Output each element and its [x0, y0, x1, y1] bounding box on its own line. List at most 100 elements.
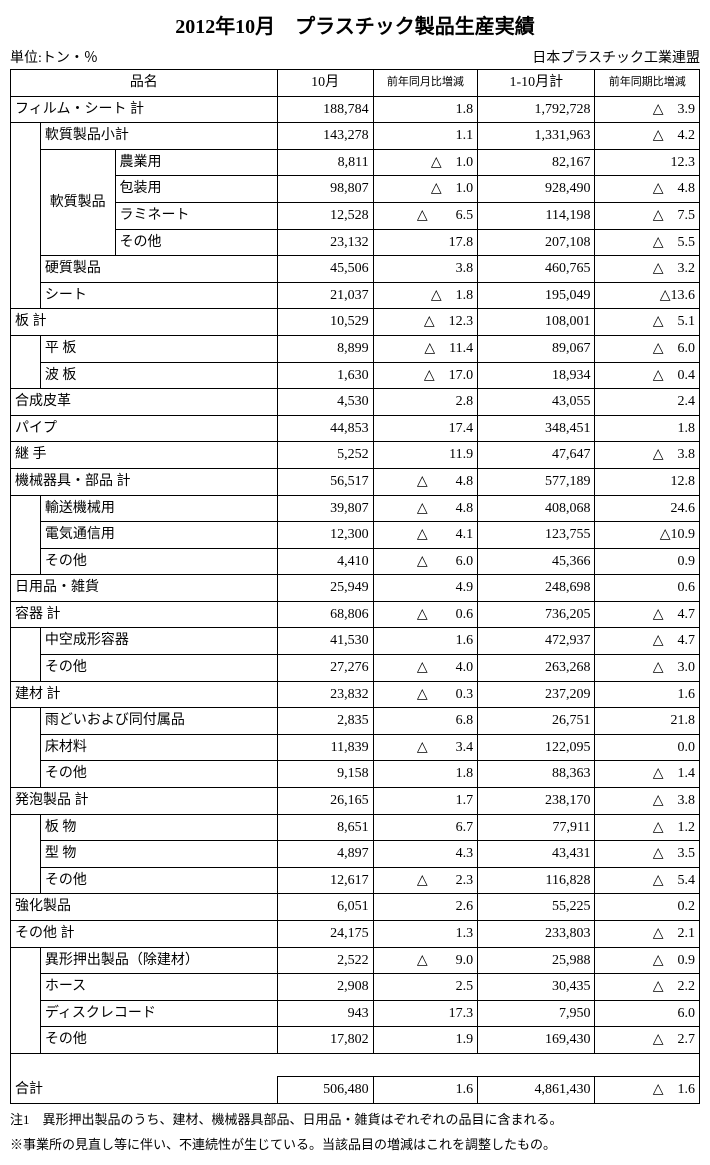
- cell-d: 0.6: [595, 575, 700, 602]
- cell-c: 736,205: [478, 601, 595, 628]
- row-name: 包装用: [115, 176, 277, 203]
- cell-c: 123,755: [478, 522, 595, 549]
- cell-c: 248,698: [478, 575, 595, 602]
- cell-a: 11,839: [277, 734, 373, 761]
- cell-c: 238,170: [478, 788, 595, 815]
- total-name: 合計: [11, 1076, 278, 1103]
- cell-a: 1,630: [277, 362, 373, 389]
- cell-b: △ 9.0: [373, 947, 478, 974]
- cell-a: 6,051: [277, 894, 373, 921]
- cell-b: △ 4.8: [373, 468, 478, 495]
- table-row: 機械器具・部品 計56,517△ 4.8577,18912.8: [11, 468, 700, 495]
- cell-a: 188,784: [277, 96, 373, 123]
- cell-c: 18,934: [478, 362, 595, 389]
- row-name: 機械器具・部品 計: [11, 468, 278, 495]
- cell-d: △ 2.1: [595, 921, 700, 948]
- cell-c: 348,451: [478, 415, 595, 442]
- spacer-row: [11, 1053, 700, 1076]
- cell-d: △ 3.0: [595, 655, 700, 682]
- table-row: 中空成形容器41,5301.6472,937△ 4.7: [11, 628, 700, 655]
- cell-a: 21,037: [277, 282, 373, 309]
- vertical-group-label: 軟質製品: [40, 149, 115, 255]
- table-row: その他9,1581.888,363△ 1.4: [11, 761, 700, 788]
- table-row: ホース2,9082.530,435△ 2.2: [11, 974, 700, 1001]
- cell-b: △ 2.3: [373, 867, 478, 894]
- cell-c: 237,209: [478, 681, 595, 708]
- table-row: シート21,037△ 1.8195,049△13.6: [11, 282, 700, 309]
- table-row: その他17,8021.9169,430△ 2.7: [11, 1027, 700, 1054]
- cell-d: 1.8: [595, 415, 700, 442]
- table-row: 日用品・雑貨25,9494.9248,6980.6: [11, 575, 700, 602]
- cell-d: 12.8: [595, 468, 700, 495]
- row-name: その他 計: [11, 921, 278, 948]
- unit-label: 単位:トン・％: [10, 47, 98, 67]
- cell-b: 1.9: [373, 1027, 478, 1054]
- cell-c: 460,765: [478, 256, 595, 283]
- row-name: その他: [40, 867, 277, 894]
- cell-c: 45,366: [478, 548, 595, 575]
- indent-cell: [11, 841, 41, 868]
- cell-a: 5,252: [277, 442, 373, 469]
- cell-d: △ 1.4: [595, 761, 700, 788]
- cell-c: 47,647: [478, 442, 595, 469]
- cell-c: 1,792,728: [478, 96, 595, 123]
- table-row: 板 物8,6516.777,911△ 1.2: [11, 814, 700, 841]
- cell-d: 0.2: [595, 894, 700, 921]
- row-name: ホース: [40, 974, 277, 1001]
- cell-a: 8,899: [277, 335, 373, 362]
- cell-b: △ 1.0: [373, 176, 478, 203]
- footnote-1: 注1 異形押出製品のうち、建材、機械器具部品、日用品・雑貨はぞれぞれの品目に含ま…: [10, 1110, 700, 1130]
- cell-a: 4,410: [277, 548, 373, 575]
- indent-cell: [11, 708, 41, 735]
- cell-a: 943: [277, 1000, 373, 1027]
- indent-cell: [11, 734, 41, 761]
- cell-d: △ 4.7: [595, 628, 700, 655]
- total-b: 1.6: [373, 1076, 478, 1103]
- cell-a: 27,276: [277, 655, 373, 682]
- col-name: 品名: [11, 70, 278, 97]
- table-row: パイプ44,85317.4348,4511.8: [11, 415, 700, 442]
- cell-d: 0.0: [595, 734, 700, 761]
- cell-d: △ 0.9: [595, 947, 700, 974]
- cell-c: 25,988: [478, 947, 595, 974]
- cell-a: 8,651: [277, 814, 373, 841]
- cell-c: 43,431: [478, 841, 595, 868]
- row-name: 電気通信用: [40, 522, 277, 549]
- indent-cell: [11, 362, 41, 389]
- cell-a: 98,807: [277, 176, 373, 203]
- indent-cell: [11, 947, 41, 974]
- cell-b: 1.8: [373, 761, 478, 788]
- cell-d: △ 0.4: [595, 362, 700, 389]
- indent-cell: [11, 176, 41, 203]
- cell-c: 7,950: [478, 1000, 595, 1027]
- cell-d: △ 6.0: [595, 335, 700, 362]
- cell-b: △ 4.8: [373, 495, 478, 522]
- row-name: 床材料: [40, 734, 277, 761]
- table-row: その他 計24,1751.3233,803△ 2.1: [11, 921, 700, 948]
- cell-c: 114,198: [478, 202, 595, 229]
- cell-d: △ 4.2: [595, 123, 700, 150]
- row-name: パイプ: [11, 415, 278, 442]
- table-row: 電気通信用12,300△ 4.1123,755△10.9: [11, 522, 700, 549]
- footnote-2: ※事業所の見直し等に伴い、不連続性が生じている。当該品目の増減はこれを調整したも…: [10, 1135, 700, 1155]
- cell-a: 143,278: [277, 123, 373, 150]
- cell-a: 10,529: [277, 309, 373, 336]
- indent-cell: [11, 814, 41, 841]
- cell-b: △ 17.0: [373, 362, 478, 389]
- cell-d: △13.6: [595, 282, 700, 309]
- cell-c: 928,490: [478, 176, 595, 203]
- row-name: 板 計: [11, 309, 278, 336]
- cell-b: △ 1.8: [373, 282, 478, 309]
- row-name: 建材 計: [11, 681, 278, 708]
- cell-b: 1.8: [373, 96, 478, 123]
- cell-c: 263,268: [478, 655, 595, 682]
- cell-a: 44,853: [277, 415, 373, 442]
- row-name: 硬質製品: [40, 256, 277, 283]
- cell-a: 45,506: [277, 256, 373, 283]
- total-row: 合計506,4801.64,861,430△ 1.6: [11, 1076, 700, 1103]
- indent-cell: [11, 282, 41, 309]
- indent-cell: [11, 149, 41, 176]
- table-row: その他4,410△ 6.045,3660.9: [11, 548, 700, 575]
- row-name: 中空成形容器: [40, 628, 277, 655]
- page-title: 2012年10月 プラスチック製品生産実績: [10, 10, 700, 39]
